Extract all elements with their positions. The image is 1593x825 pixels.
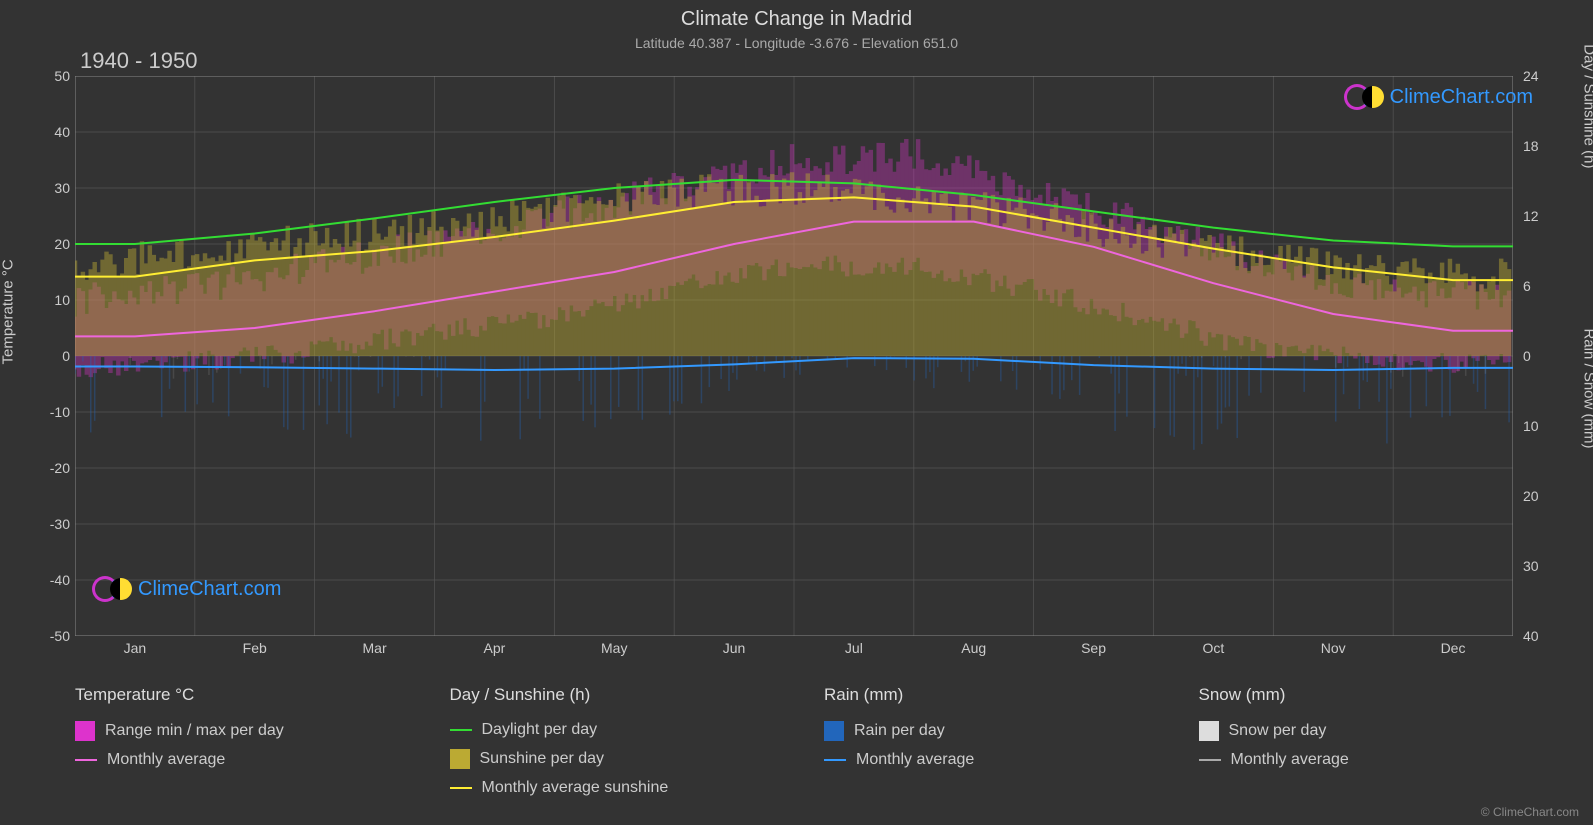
legend-item: Monthly average <box>75 751 390 769</box>
legend-header: Snow (mm) <box>1199 685 1514 705</box>
y-tick-left: -10 <box>30 404 70 420</box>
legend-line-icon <box>450 787 472 789</box>
legend-header: Temperature °C <box>75 685 390 705</box>
logo-sun-icon <box>110 578 132 600</box>
y-tick-left: 50 <box>30 68 70 84</box>
legend-item: Rain per day <box>824 721 1139 741</box>
y-tick-left: -30 <box>30 516 70 532</box>
plot-svg <box>75 76 1513 636</box>
legend-line-icon <box>75 759 97 761</box>
y-axis-left: -50-40-30-20-1001020304050 <box>30 76 70 636</box>
legend-label: Monthly average <box>1231 751 1349 769</box>
y-tick-right-hours: 0 <box>1523 348 1563 364</box>
x-tick-month: Jan <box>75 640 195 660</box>
legend-item: Snow per day <box>1199 721 1514 741</box>
x-tick-month: Nov <box>1273 640 1393 660</box>
legend-item: Sunshine per day <box>450 749 765 769</box>
legend-label: Snow per day <box>1229 722 1327 740</box>
x-tick-month: Jul <box>794 640 914 660</box>
legend-label: Range min / max per day <box>105 722 284 740</box>
y-tick-left: 40 <box>30 124 70 140</box>
y-tick-left: 30 <box>30 180 70 196</box>
legend-swatch-icon <box>1199 721 1219 741</box>
x-tick-month: Jun <box>674 640 794 660</box>
legend-swatch-icon <box>450 749 470 769</box>
y-axis-left-title: Temperature °C <box>0 259 17 364</box>
legend-item: Monthly average sunshine <box>450 779 765 797</box>
chart-subtitle: Latitude 40.387 - Longitude -3.676 - Ele… <box>0 31 1593 51</box>
year-range-label: 1940 - 1950 <box>80 48 197 74</box>
logo-sun-icon <box>1362 86 1384 108</box>
legend-label: Monthly average <box>856 751 974 769</box>
legend: Temperature °C Range min / max per day Mon… <box>75 685 1513 797</box>
x-tick-month: Sep <box>1034 640 1154 660</box>
x-tick-month: Feb <box>195 640 315 660</box>
legend-group: Temperature °C Range min / max per day Mon… <box>75 685 390 797</box>
legend-group: Rain (mm) Rain per day Monthly average <box>824 685 1139 797</box>
legend-label: Rain per day <box>854 722 945 740</box>
legend-item: Monthly average <box>1199 751 1514 769</box>
y-tick-right-mm: 40 <box>1523 628 1563 644</box>
legend-header: Day / Sunshine (h) <box>450 685 765 705</box>
legend-label: Monthly average <box>107 751 225 769</box>
plot-area <box>75 76 1513 636</box>
y-axis-right-bottom-title: Rain / Snow (mm) <box>1581 328 1593 448</box>
x-tick-month: May <box>554 640 674 660</box>
y-axis-right: 0612182410203040 <box>1523 76 1563 636</box>
legend-label: Daylight per day <box>482 721 598 739</box>
legend-swatch-icon <box>75 721 95 741</box>
y-tick-left: -20 <box>30 460 70 476</box>
x-tick-month: Apr <box>434 640 554 660</box>
watermark-text: ClimeChart.com <box>138 578 281 601</box>
chart-container: Climate Change in Madrid Latitude 40.387… <box>0 0 1593 825</box>
y-tick-left: 20 <box>30 236 70 252</box>
y-tick-right-hours: 18 <box>1523 138 1563 154</box>
legend-label: Sunshine per day <box>480 750 605 768</box>
x-tick-month: Mar <box>315 640 435 660</box>
y-tick-left: 10 <box>30 292 70 308</box>
legend-item: Range min / max per day <box>75 721 390 741</box>
y-tick-right-mm: 10 <box>1523 418 1563 434</box>
y-tick-left: -50 <box>30 628 70 644</box>
x-tick-month: Dec <box>1393 640 1513 660</box>
legend-item: Monthly average <box>824 751 1139 769</box>
x-tick-month: Oct <box>1153 640 1273 660</box>
watermark-bottom: ClimeChart.com <box>92 576 281 602</box>
x-tick-month: Aug <box>914 640 1034 660</box>
y-tick-right-mm: 30 <box>1523 558 1563 574</box>
legend-line-icon <box>450 729 472 731</box>
legend-item: Daylight per day <box>450 721 765 739</box>
y-tick-right-hours: 24 <box>1523 68 1563 84</box>
y-tick-right-mm: 20 <box>1523 488 1563 504</box>
legend-swatch-icon <box>824 721 844 741</box>
legend-group: Snow (mm) Snow per day Monthly average <box>1199 685 1514 797</box>
legend-label: Monthly average sunshine <box>482 779 669 797</box>
legend-line-icon <box>824 759 846 761</box>
watermark-top: ClimeChart.com <box>1344 84 1533 110</box>
chart-title: Climate Change in Madrid <box>0 0 1593 31</box>
y-tick-right-hours: 6 <box>1523 278 1563 294</box>
y-tick-left: 0 <box>30 348 70 364</box>
legend-header: Rain (mm) <box>824 685 1139 705</box>
y-tick-right-hours: 12 <box>1523 208 1563 224</box>
watermark-text: ClimeChart.com <box>1390 86 1533 109</box>
x-axis: JanFebMarAprMayJunJulAugSepOctNovDec <box>75 640 1513 660</box>
copyright-text: © ClimeChart.com <box>1481 805 1579 819</box>
y-axis-right-top-title: Day / Sunshine (h) <box>1581 44 1593 168</box>
legend-line-icon <box>1199 759 1221 761</box>
legend-group: Day / Sunshine (h) Daylight per day Sunshi… <box>450 685 765 797</box>
y-tick-left: -40 <box>30 572 70 588</box>
